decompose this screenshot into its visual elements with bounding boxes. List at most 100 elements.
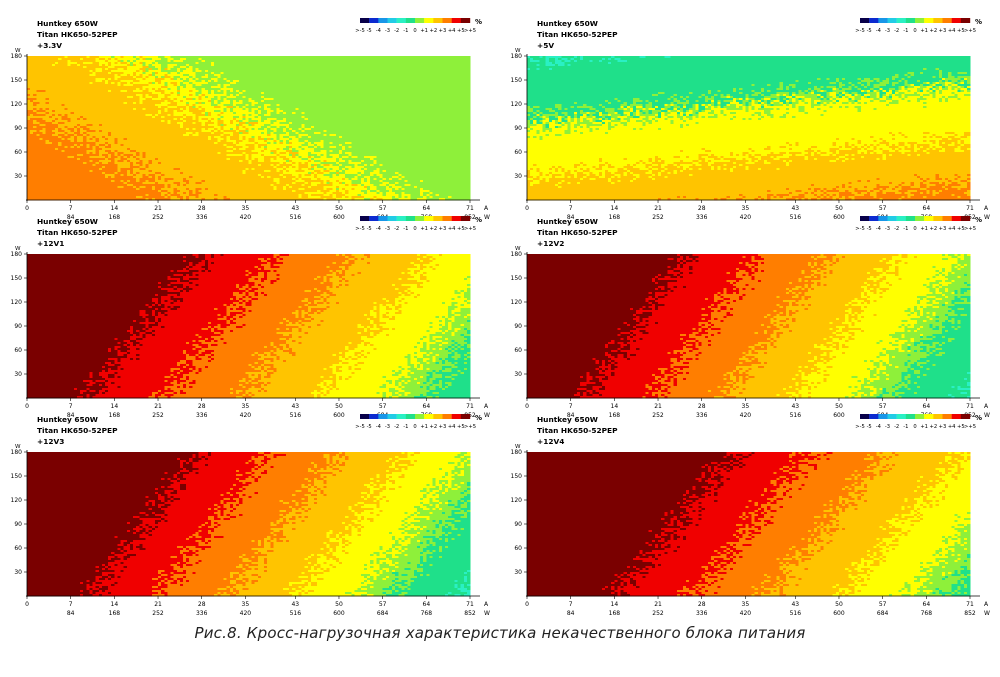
legend-label: >+5 (464, 226, 476, 232)
x-tick-label-amps: 50 (335, 205, 343, 212)
legend-label: >-5 (355, 424, 365, 430)
legend-swatch (388, 414, 397, 419)
legend-label: 0 (413, 226, 416, 232)
legend-swatch (924, 18, 933, 23)
rail-label: +12V2 (537, 239, 564, 248)
chart-subtitle: Titan HK650-52PEP (537, 30, 618, 39)
legend-label: +1 (420, 424, 428, 430)
x-tick-label-amps: 43 (791, 601, 799, 608)
legend-label: -3 (385, 424, 390, 430)
y-tick-label: 120 (11, 101, 23, 108)
x-tick-label-amps: 43 (791, 403, 799, 410)
x-tick-label-amps: 64 (923, 205, 931, 212)
legend-swatch (860, 18, 869, 23)
x-axis-label-watts: W (484, 610, 490, 617)
x-tick-label-watts: 84 (567, 610, 575, 617)
legend-label: -4 (876, 424, 882, 430)
legend-swatch (924, 414, 933, 419)
legend-swatch (397, 414, 406, 419)
legend-swatch (360, 414, 369, 419)
legend-swatch (869, 216, 878, 221)
heatmap-cells (527, 452, 970, 596)
y-tick-label: 150 (11, 275, 23, 282)
y-tick-label: 180 (11, 251, 23, 258)
x-tick-label-amps: 71 (466, 601, 474, 608)
y-tick-label: 90 (14, 521, 22, 528)
chart-title: Huntkey 650W (537, 415, 598, 424)
legend-swatch (461, 414, 470, 419)
legend-label: -1 (403, 226, 408, 232)
x-tick-label-amps: 64 (923, 601, 931, 608)
x-tick-label-amps: 43 (291, 601, 299, 608)
legend-unit: % (475, 216, 482, 224)
y-tick-label: 60 (14, 545, 22, 552)
legend-label: +2 (930, 226, 938, 232)
rail-label: +3.3V (37, 41, 62, 50)
legend-swatch (397, 18, 406, 23)
x-axis-label-amps: A (484, 601, 489, 608)
legend-swatch (906, 18, 915, 23)
heatmap-cells (27, 452, 470, 596)
legend-swatch (461, 18, 470, 23)
chart-subtitle: Titan HK650-52PEP (37, 426, 118, 435)
x-tick-label-amps: 57 (379, 403, 387, 410)
legend-label: +3 (939, 424, 947, 430)
legend-label: >+5 (464, 424, 476, 430)
x-tick-label-amps: 28 (698, 601, 706, 608)
chart-subtitle: Titan HK650-52PEP (37, 30, 118, 39)
legend-swatch (378, 18, 387, 23)
y-tick-label: 120 (511, 497, 523, 504)
y-tick-label: 120 (11, 497, 23, 504)
legend-unit: % (475, 414, 482, 422)
y-tick-label: 30 (514, 569, 522, 576)
legend-label: +3 (439, 226, 447, 232)
y-tick-label: 30 (14, 371, 22, 378)
legend-label: +1 (920, 28, 928, 34)
legend-label: +2 (430, 424, 438, 430)
legend-swatch (369, 18, 378, 23)
chart-title: Huntkey 650W (37, 415, 98, 424)
legend-swatch (906, 216, 915, 221)
legend-label: -1 (903, 226, 908, 232)
legend-swatch (888, 18, 897, 23)
x-tick-label-amps: 0 (25, 601, 29, 608)
x-tick-label-amps: 21 (154, 205, 162, 212)
x-tick-label-amps: 71 (466, 403, 474, 410)
x-tick-label-amps: 21 (654, 205, 662, 212)
legend-swatch (915, 414, 924, 419)
legend-label: -5 (867, 226, 872, 232)
legend-swatch (952, 18, 961, 23)
x-tick-label-amps: 0 (25, 205, 29, 212)
legend-label: >+5 (964, 226, 976, 232)
legend-swatch (424, 414, 433, 419)
legend-unit: % (975, 18, 982, 26)
legend-label: -2 (394, 28, 399, 34)
x-tick-label-amps: 21 (654, 601, 662, 608)
legend-swatch (933, 216, 942, 221)
legend-label: >-5 (355, 28, 365, 34)
chart-title: Huntkey 650W (537, 217, 598, 226)
legend-swatch (360, 18, 369, 23)
y-tick-label: 30 (14, 569, 22, 576)
legend-label: +2 (430, 28, 438, 34)
x-tick-label-amps: 14 (111, 403, 119, 410)
legend-label: -2 (894, 28, 899, 34)
x-tick-label-watts: 684 (377, 610, 389, 617)
x-tick-label-watts: 684 (877, 610, 889, 617)
heatmap-cells (527, 254, 970, 398)
legend-label: -1 (903, 424, 908, 430)
legend-label: -5 (367, 424, 372, 430)
legend-swatch (897, 414, 906, 419)
legend-swatch (878, 414, 887, 419)
x-axis-label-amps: A (984, 601, 989, 608)
legend-label: >-5 (855, 28, 865, 34)
legend-swatch (452, 216, 461, 221)
x-tick-label-watts: 252 (652, 610, 664, 617)
chart-subtitle: Titan HK650-52PEP (537, 426, 618, 435)
y-tick-label: 30 (514, 173, 522, 180)
chart-title: Huntkey 650W (37, 19, 98, 28)
figure-caption: Рис.8. Кросс-нагрузочная характеристика … (0, 624, 1000, 642)
legend-label: 0 (913, 28, 916, 34)
legend-label: >-5 (855, 226, 865, 232)
